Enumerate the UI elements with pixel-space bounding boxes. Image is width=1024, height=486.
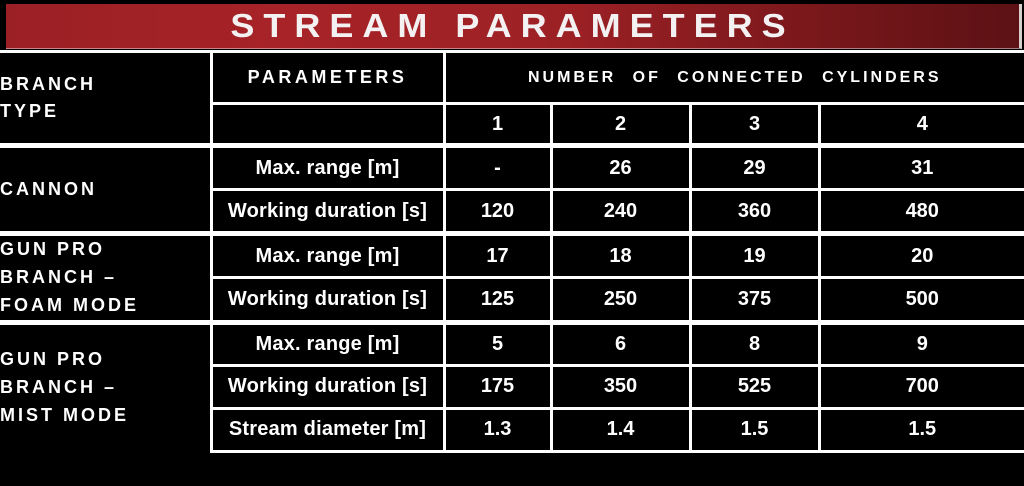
column-header-branch-type: BRANCH TYPE — [0, 50, 213, 147]
value-cell: 1.4 — [549, 406, 692, 453]
value-cell: 8 — [688, 319, 821, 367]
value-cell: 1.5 — [688, 406, 821, 453]
value-cell: 240 — [549, 188, 692, 235]
branch-line: BRANCH – — [0, 376, 118, 397]
value-cell: 20 — [817, 230, 1024, 280]
column-header-cylinders: NUMBER OF CONNECTED CYLINDERS — [442, 50, 1024, 105]
branch-cell-cannon: CANNON — [0, 143, 213, 235]
header-row: BRANCH TYPE PARAMETERS NUMBER OF CONNECT… — [0, 50, 1024, 147]
branch-type-line-1: BRANCH — [0, 74, 96, 94]
table-row-cannon-max-range: CANNON Max. range [m] - 26 29 31 — [0, 143, 1024, 235]
branch-cell-mist-mode: GUN PRO BRANCH – MIST MODE — [0, 319, 213, 452]
param-label: Working duration [s] — [209, 363, 446, 410]
title-bar: STREAM PARAMETERS — [6, 4, 1022, 49]
value-cell: 125 — [442, 276, 553, 324]
value-cell: 26 — [549, 143, 692, 191]
branch-line: FOAM MODE — [0, 294, 139, 315]
value-cell: 19 — [688, 230, 821, 280]
param-label: Working duration [s] — [209, 188, 446, 235]
table-row-cannon-working-duration: Working duration [s] 120 240 360 480 — [0, 188, 1024, 235]
table-row-mist-working-duration: Working duration [s] 175 350 525 700 — [0, 363, 1024, 410]
branch-line: MIST MODE — [0, 404, 129, 425]
value-cell: 250 — [549, 276, 692, 324]
value-cell: 5 — [442, 319, 553, 367]
table-row-foam-working-duration: Working duration [s] 125 250 375 500 — [0, 276, 1024, 324]
param-label: Max. range [m] — [209, 143, 446, 191]
param-label: Working duration [s] — [209, 276, 446, 324]
value-cell: 500 — [817, 276, 1024, 324]
value-cell: 17 — [442, 230, 553, 280]
param-label: Stream diameter [m] — [209, 406, 446, 453]
column-header-parameters: PARAMETERS — [209, 50, 446, 105]
value-cell: 120 — [442, 188, 553, 235]
table-row-mist-max-range: GUN PRO BRANCH – MIST MODE Max. range [m… — [0, 319, 1024, 452]
branch-cell-foam-mode: GUN PRO BRANCH – FOAM MODE — [0, 231, 213, 324]
value-cell: - — [442, 143, 553, 191]
branch-line: GUN PRO — [0, 239, 106, 259]
table-row-mist-stream-diameter: Stream diameter [m] 1.3 1.4 1.5 1.5 — [0, 406, 1024, 453]
value-cell: 9 — [817, 319, 1024, 367]
cylinder-count-row: 1 2 3 4 — [0, 102, 1024, 147]
cylinder-count-4: 4 — [817, 102, 1024, 147]
value-cell: 31 — [817, 143, 1024, 191]
cylinder-count-3: 3 — [688, 102, 821, 147]
stream-parameters-table: BRANCH TYPE PARAMETERS NUMBER OF CONNECT… — [0, 50, 1024, 453]
param-label: Max. range [m] — [209, 319, 446, 367]
value-cell: 18 — [549, 230, 692, 280]
value-cell: 350 — [549, 363, 692, 410]
value-cell: 1.5 — [817, 406, 1024, 453]
value-cell: 525 — [688, 363, 821, 410]
empty-cell — [209, 102, 446, 147]
value-cell: 360 — [688, 188, 821, 235]
branch-line: GUN PRO — [0, 349, 106, 370]
value-cell: 29 — [688, 143, 821, 191]
value-cell: 6 — [549, 319, 692, 367]
branch-line: BRANCH – — [0, 266, 118, 287]
table-row-foam-max-range: GUN PRO BRANCH – FOAM MODE Max. range [m… — [0, 230, 1024, 324]
value-cell: 375 — [688, 276, 821, 324]
value-cell: 175 — [442, 363, 553, 410]
param-label: Max. range [m] — [209, 230, 446, 280]
cylinder-count-1: 1 — [442, 102, 553, 147]
branch-line: CANNON — [0, 178, 97, 199]
value-cell: 700 — [817, 363, 1024, 410]
cylinder-count-2: 2 — [549, 102, 692, 147]
value-cell: 1.3 — [442, 406, 553, 453]
branch-type-line-2: TYPE — [0, 101, 60, 121]
page-title: STREAM PARAMETERS — [230, 6, 795, 45]
value-cell: 480 — [817, 188, 1024, 235]
